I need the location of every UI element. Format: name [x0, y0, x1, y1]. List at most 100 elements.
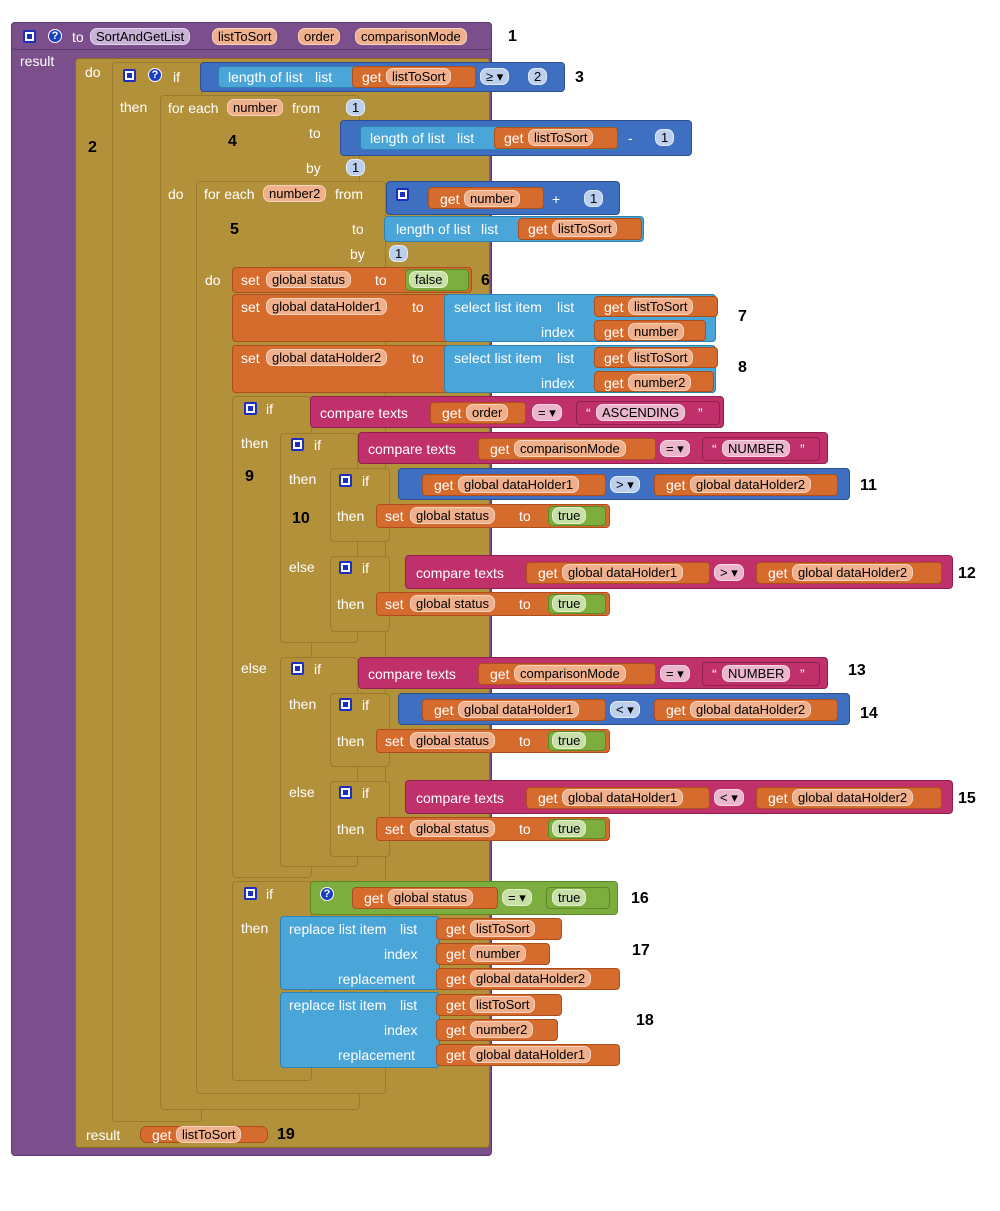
var-dh2[interactable]: global dataHolder2	[690, 701, 812, 718]
var-status[interactable]: global status	[388, 889, 473, 906]
value-true[interactable]: true	[552, 595, 587, 612]
var-listToSort[interactable]: listToSort	[470, 996, 536, 1013]
number-one[interactable]: 1	[389, 245, 409, 262]
operator-gt[interactable]: > ▾	[714, 564, 744, 581]
number-one[interactable]: 1	[346, 99, 366, 116]
param-comparisonMode[interactable]: comparisonMode	[355, 28, 467, 45]
replace-list-item-block-2[interactable]	[280, 992, 440, 1068]
var-listToSort[interactable]: listToSort	[628, 298, 694, 315]
help-icon[interactable]: ?	[320, 887, 334, 901]
var-dh1[interactable]: global dataHolder1	[458, 476, 580, 493]
mutator-icon[interactable]	[291, 662, 304, 675]
var-listToSort[interactable]: listToSort	[176, 1126, 242, 1143]
var-comparisonMode[interactable]: comparisonMode	[514, 665, 626, 682]
var-status[interactable]: global status	[410, 820, 495, 837]
var-dh2[interactable]: global dataHolder2	[792, 564, 914, 581]
var-dh2[interactable]: global dataHolder2	[470, 970, 592, 987]
operator-lt[interactable]: < ▾	[610, 701, 640, 718]
get-label: get	[528, 221, 548, 237]
get-label: get	[446, 946, 466, 962]
compare-texts-label: compare texts	[368, 441, 456, 457]
var-number[interactable]: number	[464, 190, 521, 207]
number-one[interactable]: 1	[346, 159, 366, 176]
mutator-icon[interactable]	[339, 786, 352, 799]
procedure-name-field[interactable]: SortAndGetList	[90, 28, 191, 45]
mutator-icon[interactable]	[244, 402, 257, 415]
operator-eq[interactable]: = ▾	[532, 404, 562, 421]
operator-eq[interactable]: = ▾	[660, 665, 690, 682]
value-true[interactable]: true	[552, 732, 587, 749]
step-label-10: 10	[292, 510, 310, 527]
param-listToSort[interactable]: listToSort	[212, 28, 278, 45]
mutator-icon[interactable]	[23, 30, 36, 43]
var-dh1[interactable]: global dataHolder1	[266, 298, 388, 315]
operator-gt[interactable]: > ▾	[610, 476, 640, 493]
var-number2[interactable]: number2	[628, 374, 692, 391]
operator-ge[interactable]: ≥ ▾	[480, 68, 510, 85]
result-label-2: result	[86, 1127, 121, 1143]
to-label: to	[519, 596, 531, 612]
if-label: if	[362, 560, 369, 576]
set-label: set	[385, 821, 404, 837]
var-listToSort[interactable]: listToSort	[386, 68, 452, 85]
help-icon[interactable]: ?	[148, 68, 162, 82]
help-icon[interactable]: ?	[48, 29, 62, 43]
var-listToSort[interactable]: listToSort	[470, 920, 536, 937]
from-label: from	[292, 100, 320, 116]
var-listToSort[interactable]: listToSort	[552, 220, 618, 237]
get-label: get	[434, 702, 454, 718]
mutator-icon[interactable]	[339, 474, 352, 487]
var-status[interactable]: global status	[410, 732, 495, 749]
length-of-list-label: length of list	[370, 130, 445, 146]
number-two[interactable]: 2	[528, 68, 548, 85]
var-status[interactable]: global status	[410, 507, 495, 524]
var-dh1[interactable]: global dataHolder1	[562, 789, 684, 806]
var-status[interactable]: global status	[410, 595, 495, 612]
mutator-icon[interactable]	[396, 188, 409, 201]
step-label-18: 18	[636, 1012, 654, 1029]
get-label: get	[666, 702, 686, 718]
operator-eq[interactable]: = ▾	[502, 889, 532, 906]
var-dh2[interactable]: global dataHolder2	[266, 349, 388, 366]
var-dh2[interactable]: global dataHolder2	[690, 476, 812, 493]
mutator-icon[interactable]	[123, 69, 136, 82]
var-number2[interactable]: number2	[470, 1021, 534, 1038]
mutator-icon[interactable]	[339, 561, 352, 574]
text-ascending[interactable]: ASCENDING	[596, 404, 686, 421]
value-true[interactable]: true	[552, 889, 587, 906]
mutator-icon[interactable]	[339, 698, 352, 711]
value-false[interactable]: false	[409, 271, 449, 288]
var-listToSort[interactable]: listToSort	[528, 129, 594, 146]
replace-list-item-block-1[interactable]	[280, 916, 440, 990]
value-true[interactable]: true	[552, 820, 587, 837]
replace-list-item-label: replace list item	[289, 921, 387, 937]
number-one[interactable]: 1	[655, 129, 675, 146]
set-label: set	[385, 596, 404, 612]
value-true[interactable]: true	[552, 507, 587, 524]
quote-open: “	[586, 405, 591, 421]
var-number[interactable]: number	[628, 323, 685, 340]
var-dh1[interactable]: global dataHolder1	[470, 1046, 592, 1063]
mutator-icon[interactable]	[244, 887, 257, 900]
var-dh1[interactable]: global dataHolder1	[562, 564, 684, 581]
param-order[interactable]: order	[298, 28, 341, 45]
mutator-icon[interactable]	[291, 438, 304, 451]
get-label: get	[538, 790, 558, 806]
text-number[interactable]: NUMBER	[722, 665, 791, 682]
var-dh1[interactable]: global dataHolder1	[458, 701, 580, 718]
number-one[interactable]: 1	[584, 190, 604, 207]
index-label: index	[541, 375, 575, 391]
var-comparisonMode[interactable]: comparisonMode	[514, 440, 626, 457]
var-number[interactable]: number	[227, 99, 284, 116]
text-number[interactable]: NUMBER	[722, 440, 791, 457]
var-number2[interactable]: number2	[263, 185, 327, 202]
var-dh2[interactable]: global dataHolder2	[792, 789, 914, 806]
get-label: get	[666, 477, 686, 493]
var-status[interactable]: global status	[266, 271, 351, 288]
var-listToSort[interactable]: listToSort	[628, 349, 694, 366]
var-number[interactable]: number	[470, 945, 527, 962]
operator-eq[interactable]: = ▾	[660, 440, 690, 457]
operator-lt[interactable]: < ▾	[714, 789, 744, 806]
step-label-3: 3	[575, 69, 584, 86]
var-order[interactable]: order	[466, 404, 509, 421]
